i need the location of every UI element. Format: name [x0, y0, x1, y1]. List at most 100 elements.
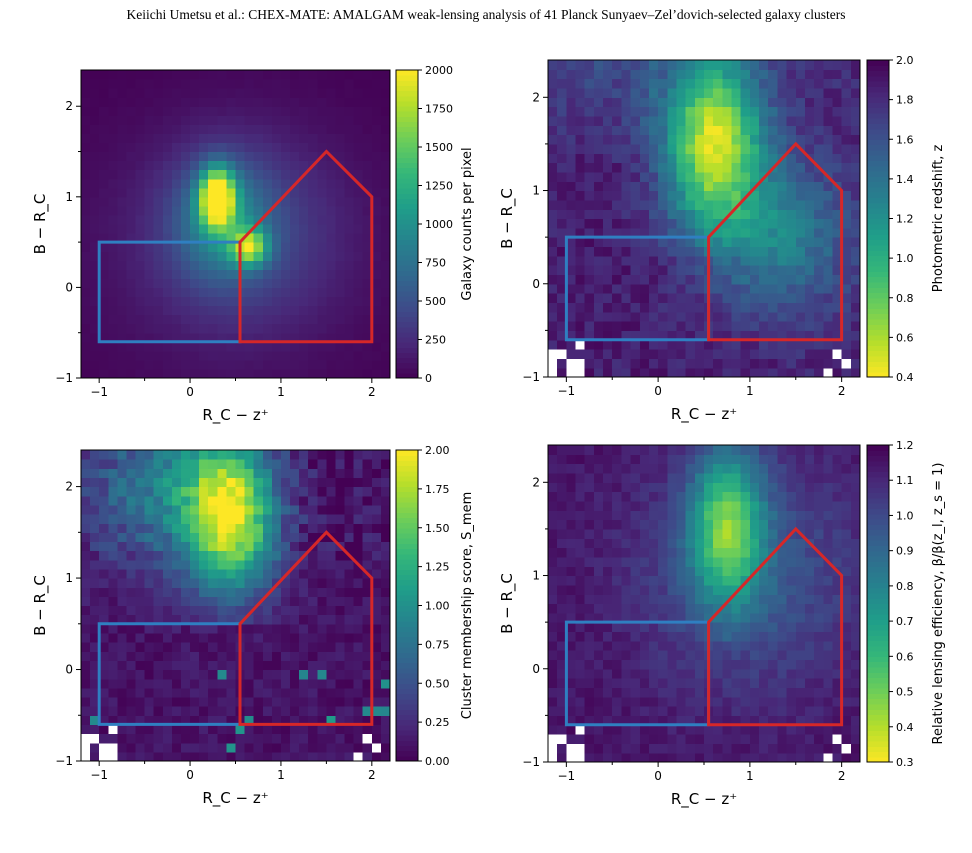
heatmap-cell — [667, 445, 678, 455]
heatmap-cell — [841, 358, 852, 369]
heatmap-cell — [99, 133, 109, 144]
heatmap-cell — [740, 349, 751, 359]
heatmap-cell — [667, 482, 678, 493]
heatmap-cell — [162, 623, 173, 634]
heatmap-cell — [667, 603, 678, 614]
heatmap-cell — [199, 669, 209, 680]
heatmap-cell — [153, 706, 164, 716]
heatmap-cell — [217, 269, 228, 279]
heatmap-cell — [144, 514, 155, 524]
heatmap-cell — [144, 687, 155, 698]
heatmap-cell — [344, 287, 355, 298]
heatmap-cell — [171, 751, 182, 762]
heatmap-cell — [299, 450, 309, 460]
heatmap-cell — [180, 614, 191, 625]
heatmap-cell — [814, 706, 824, 716]
heatmap-cell — [768, 199, 779, 210]
heatmap-cell — [740, 510, 751, 521]
heatmap-cell — [740, 445, 751, 455]
heatmap-cell — [658, 584, 668, 595]
heatmap-cell — [235, 578, 246, 588]
heatmap-cell — [731, 734, 742, 744]
heatmap-cell — [217, 260, 228, 270]
heatmap-cell — [749, 358, 760, 369]
heatmap-cell — [99, 97, 109, 107]
heatmap-cell — [135, 151, 146, 162]
colorbar-swatch — [867, 260, 889, 267]
heatmap-cell — [199, 124, 209, 135]
heatmap-cell — [244, 187, 255, 198]
heatmap-cell — [630, 650, 641, 661]
heatmap-cell — [639, 500, 650, 511]
heatmap-cell — [335, 559, 346, 570]
colorbar-swatch — [396, 116, 418, 122]
heatmap-cell — [217, 678, 228, 689]
heatmap-cell — [308, 178, 318, 189]
heatmap-cell — [280, 623, 291, 634]
heatmap-cell — [639, 115, 650, 126]
heatmap-cell — [823, 293, 834, 304]
heatmap-cell — [108, 106, 118, 116]
heatmap-cell — [548, 650, 558, 661]
heatmap-cell — [262, 742, 273, 753]
heatmap-cell — [371, 486, 382, 497]
heatmap-cell — [786, 594, 797, 605]
heatmap-cell — [621, 687, 632, 698]
heatmap-cell — [235, 70, 246, 80]
heatmap-cell — [335, 587, 346, 597]
heatmap-cell — [380, 350, 391, 361]
heatmap-cell — [759, 302, 769, 313]
heatmap-cell — [685, 60, 696, 70]
colorbar-swatch — [396, 667, 418, 674]
heatmap-cell — [584, 445, 595, 455]
heatmap-cell — [262, 178, 273, 189]
heatmap-cell — [308, 196, 318, 207]
heatmap-cell — [353, 514, 364, 524]
heatmap-cell — [685, 367, 696, 378]
heatmap-cell — [226, 751, 237, 762]
heatmap-cell — [199, 341, 209, 352]
heatmap-cell — [804, 246, 815, 257]
heatmap-cell — [353, 260, 364, 270]
heatmap-cell — [117, 742, 128, 753]
heatmap-cell — [90, 224, 100, 234]
heatmap-cell — [850, 491, 861, 502]
heatmap-cell — [740, 293, 751, 304]
heatmap-cell — [217, 715, 228, 726]
heatmap-cell — [108, 178, 118, 189]
heatmap-cell — [648, 190, 659, 201]
heatmap-cell — [280, 296, 291, 307]
heatmap-cell — [841, 734, 852, 744]
colorbar-swatch — [396, 126, 418, 133]
heatmap-cell — [740, 640, 751, 651]
heatmap-cell — [777, 556, 788, 567]
heatmap-cell — [271, 160, 282, 171]
x-axis-label: R_C − z⁺ — [671, 790, 737, 809]
heatmap-cell — [630, 752, 641, 763]
heatmap-cell — [667, 510, 678, 521]
heatmap-cell — [335, 269, 346, 279]
heatmap-cell — [326, 314, 337, 325]
heatmap-cell — [603, 556, 613, 567]
heatmap-cell — [722, 125, 733, 136]
heatmap-cell — [713, 302, 723, 313]
heatmap-cell — [290, 532, 300, 543]
heatmap-cell — [81, 504, 91, 515]
heatmap-cell — [308, 642, 318, 652]
heatmap-cell — [694, 162, 705, 173]
heatmap-cell — [217, 669, 228, 680]
heatmap-cell — [344, 678, 355, 689]
heatmap-cell — [584, 472, 595, 483]
heatmap-cell — [740, 715, 751, 726]
heatmap-cell — [694, 255, 705, 266]
heatmap-cell — [190, 224, 200, 234]
heatmap-cell — [262, 559, 273, 570]
heatmap-cell — [548, 454, 558, 465]
heatmap-cell — [81, 706, 91, 716]
heatmap-cell — [153, 587, 164, 597]
heatmap-cell — [135, 495, 146, 506]
colorbar-swatch — [867, 65, 889, 72]
heatmap-cell — [566, 283, 577, 294]
heatmap-cell — [823, 153, 834, 164]
heatmap-cell — [548, 227, 558, 238]
